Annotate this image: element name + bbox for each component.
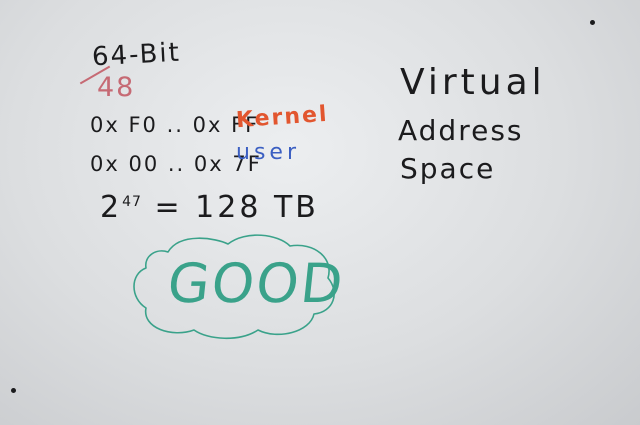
cloud-outline-drawing	[133, 234, 335, 340]
equation-base: 2	[100, 190, 123, 225]
address-label: Address	[398, 114, 524, 147]
equation-exponent: 47	[122, 194, 142, 210]
marker-dot	[590, 20, 595, 25]
user-address-range: 0x 00 .. 0x 7F	[90, 152, 262, 176]
virtual-label: Virtual	[400, 62, 546, 103]
good-text: GOOD	[164, 252, 348, 315]
marker-dot	[11, 388, 16, 393]
kernel-label: Kernel	[235, 101, 330, 134]
user-label: user	[236, 140, 300, 165]
equation-result: = 128 TB	[154, 190, 319, 225]
crossed-number-48: 48	[97, 72, 136, 103]
space-label: Space	[400, 152, 496, 185]
kernel-address-range: 0x F0 .. 0x FF	[90, 113, 260, 137]
equation: 247 = 128 TB	[100, 190, 319, 225]
